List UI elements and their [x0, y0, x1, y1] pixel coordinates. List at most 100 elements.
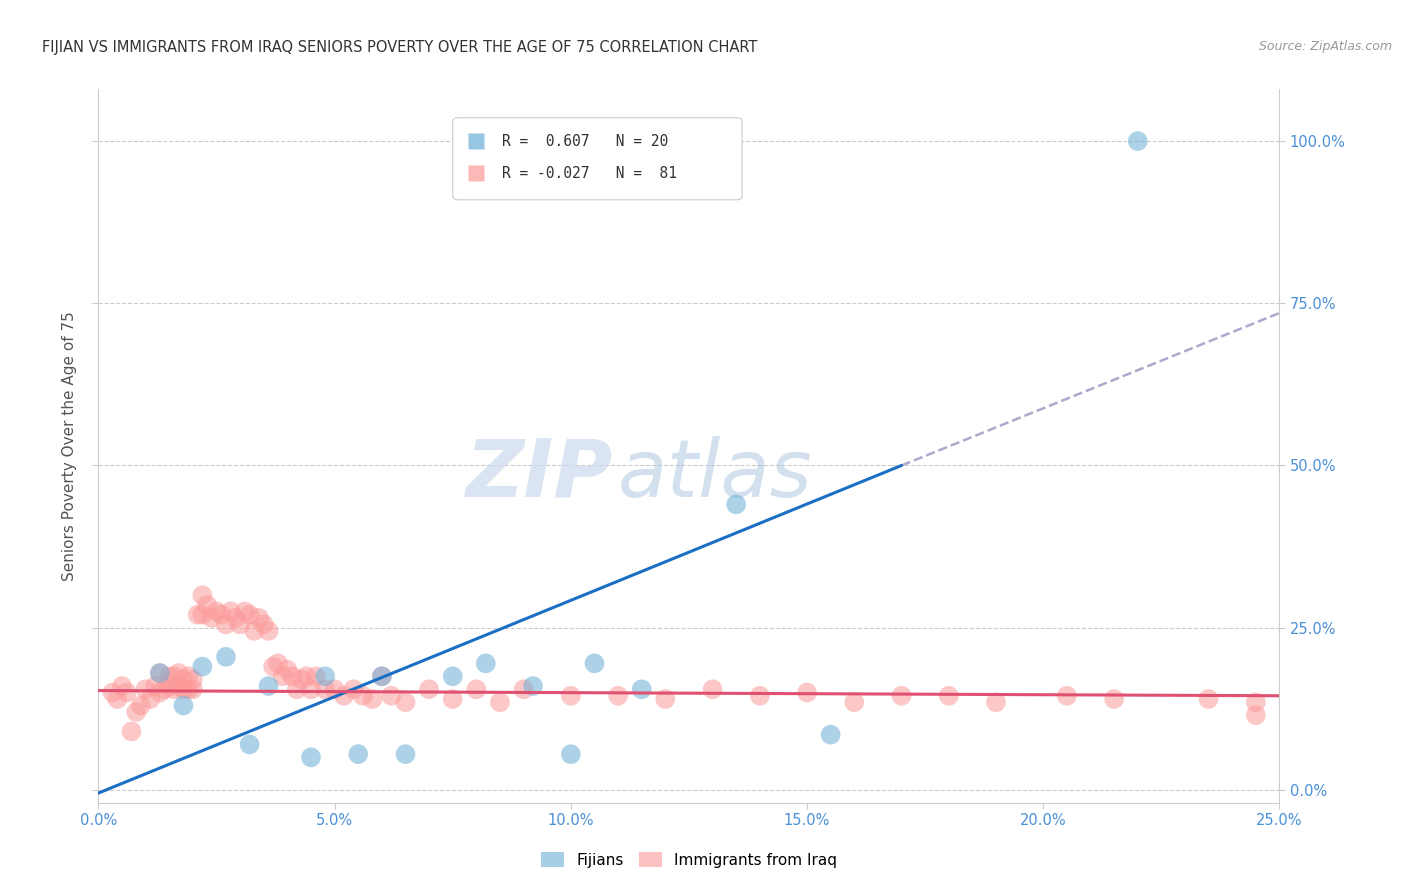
Y-axis label: Seniors Poverty Over the Age of 75: Seniors Poverty Over the Age of 75	[62, 311, 77, 581]
Point	[205, 604, 228, 618]
Point	[748, 689, 770, 703]
Point	[115, 685, 138, 699]
Point	[129, 698, 152, 713]
Point	[583, 657, 606, 671]
Legend: Fijians, Immigrants from Iraq: Fijians, Immigrants from Iraq	[534, 846, 844, 873]
Point	[796, 685, 818, 699]
Point	[1198, 692, 1220, 706]
Point	[139, 692, 162, 706]
Text: ZIP: ZIP	[465, 435, 612, 514]
Point	[333, 689, 356, 703]
Point	[394, 695, 416, 709]
Point	[347, 747, 370, 761]
Point	[243, 624, 266, 638]
Point	[224, 611, 246, 625]
Point	[890, 689, 912, 703]
Point	[276, 663, 298, 677]
Point	[844, 695, 866, 709]
Point	[195, 598, 218, 612]
Point	[191, 659, 214, 673]
Point	[135, 682, 157, 697]
Point	[257, 679, 280, 693]
Point	[361, 692, 384, 706]
Point	[149, 666, 172, 681]
Point	[257, 624, 280, 638]
Point	[380, 689, 402, 703]
Point	[1244, 708, 1267, 723]
Point	[253, 617, 276, 632]
Point	[157, 669, 180, 683]
Point	[1056, 689, 1078, 703]
Point	[262, 659, 284, 673]
Point	[522, 679, 544, 693]
Point	[1244, 695, 1267, 709]
Point	[314, 669, 336, 683]
Point	[938, 689, 960, 703]
Text: R = -0.027   N =  81: R = -0.027 N = 81	[502, 166, 678, 181]
Point	[229, 617, 252, 632]
Point	[489, 695, 512, 709]
Point	[314, 682, 336, 697]
Point	[560, 747, 582, 761]
Point	[215, 649, 238, 664]
Point	[299, 682, 322, 697]
Point	[239, 607, 262, 622]
Point	[125, 705, 148, 719]
Point	[239, 738, 262, 752]
Point	[465, 682, 488, 697]
Point	[820, 728, 842, 742]
Point	[1102, 692, 1125, 706]
Point	[219, 604, 242, 618]
Point	[209, 607, 232, 622]
Text: Source: ZipAtlas.com: Source: ZipAtlas.com	[1258, 40, 1392, 54]
Point	[177, 669, 200, 683]
Point	[143, 679, 166, 693]
Point	[267, 657, 290, 671]
Point	[157, 679, 180, 693]
Point	[394, 747, 416, 761]
Point	[181, 673, 204, 687]
Point	[512, 682, 534, 697]
Point	[702, 682, 724, 697]
Point	[418, 682, 440, 697]
Point	[271, 669, 294, 683]
Point	[352, 689, 374, 703]
Point	[111, 679, 134, 693]
Point	[342, 682, 364, 697]
Point	[187, 607, 209, 622]
Point	[163, 669, 186, 683]
Point	[607, 689, 630, 703]
Point	[290, 673, 312, 687]
Point	[215, 617, 238, 632]
Point	[984, 695, 1007, 709]
Point	[181, 682, 204, 697]
Point	[441, 669, 464, 683]
Point	[247, 611, 270, 625]
Point	[167, 666, 190, 681]
Point	[153, 682, 176, 697]
Point	[285, 682, 308, 697]
Point	[177, 682, 200, 697]
Point	[560, 689, 582, 703]
Point	[305, 669, 328, 683]
Point	[172, 673, 194, 687]
Point	[172, 682, 194, 697]
Point	[201, 611, 224, 625]
Point	[725, 497, 748, 511]
Point	[149, 666, 172, 681]
Point	[295, 669, 318, 683]
Point	[371, 669, 394, 683]
Text: FIJIAN VS IMMIGRANTS FROM IRAQ SENIORS POVERTY OVER THE AGE OF 75 CORRELATION CH: FIJIAN VS IMMIGRANTS FROM IRAQ SENIORS P…	[42, 40, 758, 55]
FancyBboxPatch shape	[453, 118, 742, 200]
Point	[191, 607, 214, 622]
Point	[105, 692, 128, 706]
Point	[172, 698, 194, 713]
Point	[233, 604, 256, 618]
Point	[323, 682, 346, 697]
Point	[167, 679, 190, 693]
Point	[149, 685, 172, 699]
Point	[191, 588, 214, 602]
Point	[475, 657, 498, 671]
Text: R =  0.607   N = 20: R = 0.607 N = 20	[502, 134, 669, 149]
Point	[441, 692, 464, 706]
